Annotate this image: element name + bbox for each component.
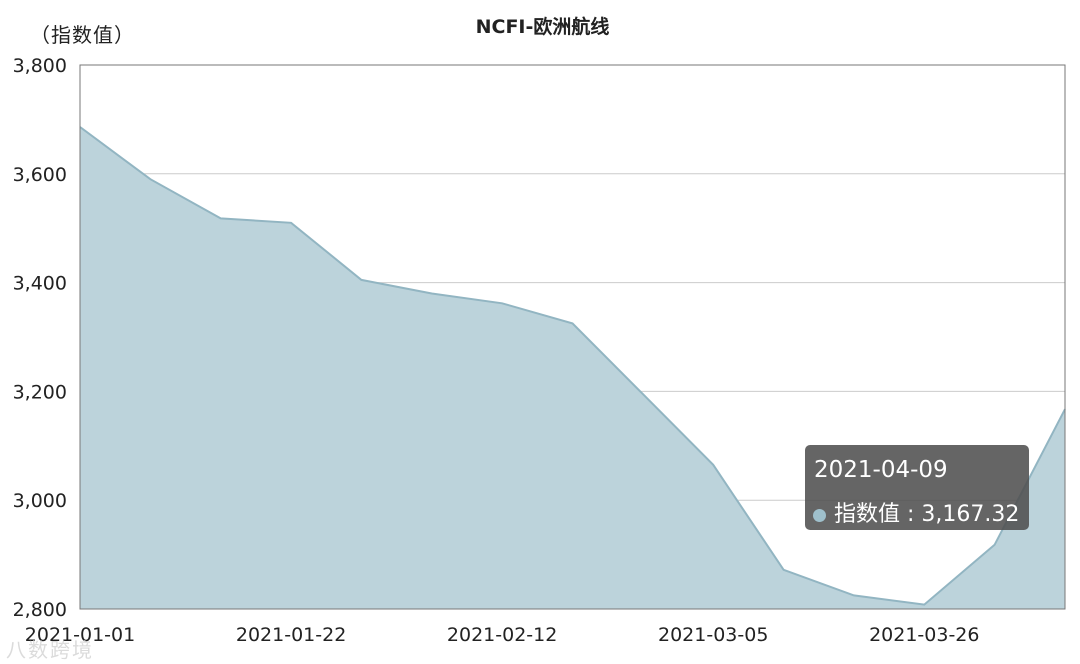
x-tick-label: 2021-01-01 xyxy=(25,624,135,646)
tooltip-date: 2021-04-09 xyxy=(814,457,948,483)
y-tick-label: 3,000 xyxy=(13,490,67,512)
series-area xyxy=(80,127,1065,609)
plot-frame xyxy=(79,64,1066,610)
y-tick-label: 3,800 xyxy=(13,55,67,77)
y-tick-label: 3,600 xyxy=(13,164,67,186)
tooltip-value-row: 指数值 : 3,167.32 xyxy=(813,496,1019,528)
y-axis-ticks: 3,800 3,600 3,400 3,200 3,000 2,800 xyxy=(13,55,67,621)
y-tick-label: 3,200 xyxy=(13,381,67,403)
y-axis-unit-label: （指数值） xyxy=(30,23,135,47)
watermark: 八数跨境 xyxy=(6,638,94,662)
x-tick-label: 2021-03-05 xyxy=(658,624,768,646)
x-tick-label: 2021-03-26 xyxy=(869,624,979,646)
series-line xyxy=(79,126,1066,606)
x-axis-ticks: 2021-01-01 2021-01-22 2021-02-12 2021-03-05… xyxy=(25,624,980,646)
series-dot-icon xyxy=(813,508,826,522)
x-tick-label: 2021-02-12 xyxy=(447,624,557,646)
tooltip-value: 指数值 : 3,167.32 xyxy=(834,502,1020,527)
data-tooltip: 2021-04-09 指数值 : 3,167.32 xyxy=(805,445,1029,530)
x-tick-label: 2021-01-22 xyxy=(236,624,346,646)
chart-title: NCFI-欧洲航线 xyxy=(475,16,610,38)
y-tick-label: 3,400 xyxy=(13,273,67,295)
y-tick-label: 2,800 xyxy=(13,599,67,621)
